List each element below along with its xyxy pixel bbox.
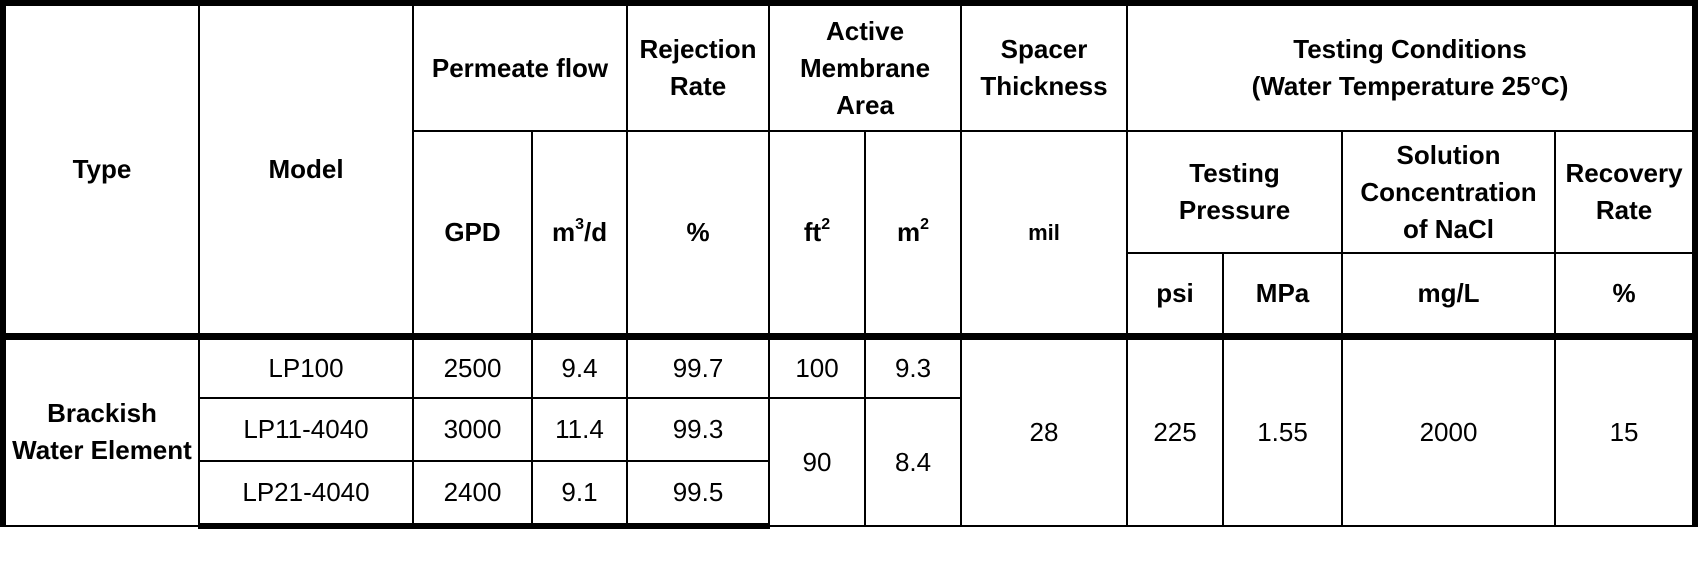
- row-lp11-rejection: 99.3: [626, 397, 771, 462]
- row-lp21-rejection: 99.5: [626, 460, 771, 529]
- shared-m2-value: 8.4: [864, 397, 963, 527]
- row-lp11-model: LP11-4040: [198, 397, 414, 462]
- testing-pressure-psi-value: 225: [1126, 332, 1225, 527]
- unit-recovery-percent: %: [1554, 252, 1699, 337]
- unit-mpa: MPa: [1222, 252, 1344, 337]
- header-spacer-thickness: Spacer Thickness: [960, 0, 1129, 132]
- header-testing-conditions: Testing Conditions (Water Temperature 25…: [1126, 0, 1699, 132]
- unit-mgl: mg/L: [1341, 252, 1557, 337]
- testing-conditions-title: Testing Conditions: [1293, 34, 1527, 64]
- row-lp100-ft2: 100: [768, 332, 867, 399]
- unit-psi: psi: [1126, 252, 1225, 337]
- header-active-membrane-area: Active Membrane Area: [768, 0, 963, 132]
- row-lp21-m3d: 9.1: [530, 460, 629, 529]
- header-permeate-flow: Permeate flow: [411, 0, 629, 132]
- membrane-spec-table: Type Model Permeate flow Rejection Rate …: [0, 0, 1699, 529]
- header-rejection-rate: Rejection Rate: [626, 0, 771, 132]
- unit-ft2: ft2: [768, 130, 867, 337]
- row-lp100-m3d: 9.4: [530, 332, 629, 399]
- row-lp100-m2: 9.3: [864, 332, 963, 399]
- row-lp21-model: LP21-4040: [198, 460, 414, 529]
- row-lp100-model: LP100: [198, 332, 414, 399]
- unit-m3d: m3/d: [530, 130, 629, 337]
- row-lp11-gpd: 3000: [412, 397, 533, 462]
- row-lp11-m3d: 11.4: [530, 397, 629, 462]
- unit-gpd: GPD: [412, 130, 533, 337]
- spec-table-container: Type Model Permeate flow Rejection Rate …: [0, 0, 1699, 529]
- recovery-rate-value: 15: [1554, 332, 1699, 527]
- header-solution-concentration: Solution Concentration of NaCl: [1341, 130, 1557, 254]
- unit-mil: mil: [960, 130, 1129, 337]
- row-lp100-rejection: 99.7: [626, 332, 771, 399]
- shared-ft2-value: 90: [768, 397, 867, 527]
- unit-m2: m2: [864, 130, 963, 337]
- unit-rejection-percent: %: [626, 130, 771, 337]
- header-recovery-rate: Recovery Rate: [1554, 130, 1699, 254]
- nacl-concentration-value: 2000: [1341, 332, 1557, 527]
- row-lp100-gpd: 2500: [412, 332, 533, 399]
- header-testing-pressure: Testing Pressure: [1126, 130, 1344, 254]
- header-type: Type: [0, 0, 200, 337]
- testing-pressure-mpa-value: 1.55: [1222, 332, 1344, 527]
- spacer-thickness-value: 28: [960, 332, 1129, 527]
- testing-conditions-subtitle: (Water Temperature 25°C): [1251, 71, 1569, 101]
- row-lp21-gpd: 2400: [412, 460, 533, 529]
- header-model: Model: [198, 0, 414, 337]
- type-cell: Brackish Water Element: [0, 332, 200, 527]
